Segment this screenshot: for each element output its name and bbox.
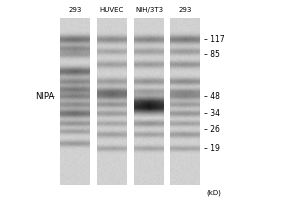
Text: – 117: – 117 xyxy=(204,35,225,44)
Text: 293: 293 xyxy=(68,7,82,13)
Text: NIPA: NIPA xyxy=(35,92,54,101)
Text: (kD): (kD) xyxy=(206,190,221,196)
Text: – 34: – 34 xyxy=(204,109,220,118)
Text: – 26: – 26 xyxy=(204,125,220,134)
Text: – 19: – 19 xyxy=(204,144,220,153)
Text: 293: 293 xyxy=(178,7,192,13)
Text: NIH/3T3: NIH/3T3 xyxy=(135,7,163,13)
Text: – 85: – 85 xyxy=(204,50,220,59)
Text: HUVEC: HUVEC xyxy=(100,7,124,13)
Text: – 48: – 48 xyxy=(204,92,220,101)
Text: ––: –– xyxy=(49,93,56,99)
